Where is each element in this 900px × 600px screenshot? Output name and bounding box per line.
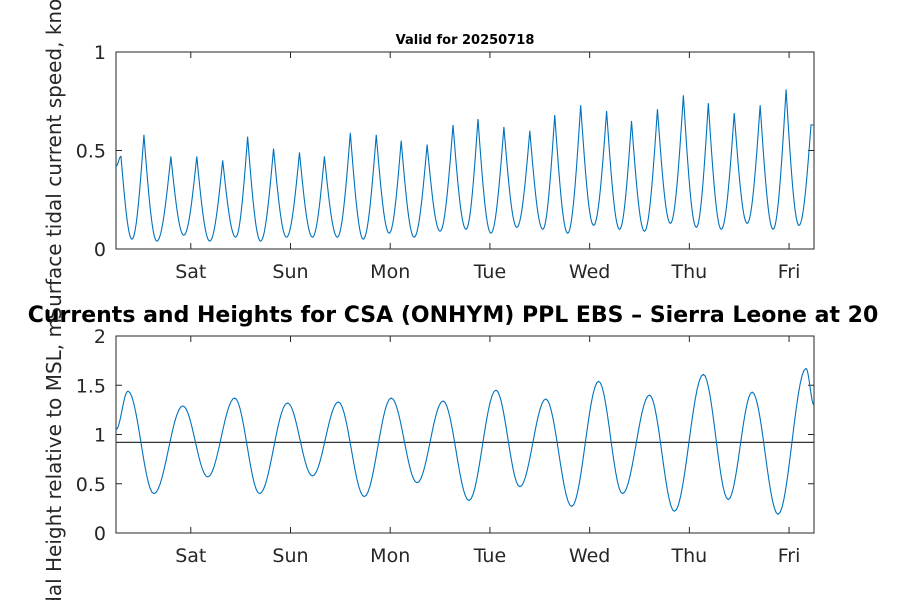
y-tick-label: 2 xyxy=(94,326,106,348)
current-plot-area xyxy=(115,51,815,250)
x-tick-label: Fri xyxy=(778,545,801,567)
x-tick-label: Sat xyxy=(175,545,206,567)
main-title: Currents and Heights for CSA (ONHYM) PPL… xyxy=(28,303,879,328)
x-tick-label: Sat xyxy=(175,261,206,283)
x-tick-label: Wed xyxy=(569,545,610,567)
current-y-axis-label: Surface tidal current speed, knots xyxy=(42,0,66,320)
x-tick-label: Tue xyxy=(473,261,506,283)
x-tick-label: Sun xyxy=(272,261,308,283)
x-tick-label: Thu xyxy=(671,545,708,567)
height-plot-area xyxy=(115,335,815,534)
x-tick-label: Mon xyxy=(370,545,410,567)
x-tick-label: Fri xyxy=(778,261,801,283)
y-tick-label: 0 xyxy=(94,239,106,261)
x-tick-label: Tue xyxy=(473,545,506,567)
y-tick-label: 0.5 xyxy=(76,474,106,496)
x-tick-label: Mon xyxy=(370,261,410,283)
current-speed-line xyxy=(115,89,814,242)
x-tick-label: Thu xyxy=(671,261,708,283)
height-y-axis-label: Tidal Height relative to MSL, m xyxy=(42,318,66,600)
y-tick-label: 1 xyxy=(94,425,106,447)
y-tick-label: 0.5 xyxy=(76,141,106,163)
y-tick-label: 1 xyxy=(94,42,106,64)
y-tick-label: 0 xyxy=(94,523,106,545)
tidal-height-line xyxy=(115,367,815,516)
y-tick-label: 1.5 xyxy=(76,375,106,397)
x-tick-label: Sun xyxy=(272,545,308,567)
x-tick-label: Wed xyxy=(569,261,610,283)
current-chart-title: Valid for 20250718 xyxy=(396,33,535,48)
current-speed-chart: Valid for 20250718 0 0.5 1 Sat Sun Mon Tue Wed… xyxy=(42,0,815,320)
tidal-height-chart: Currents and Heights for CSA (ONHYM) PPL… xyxy=(28,303,879,600)
